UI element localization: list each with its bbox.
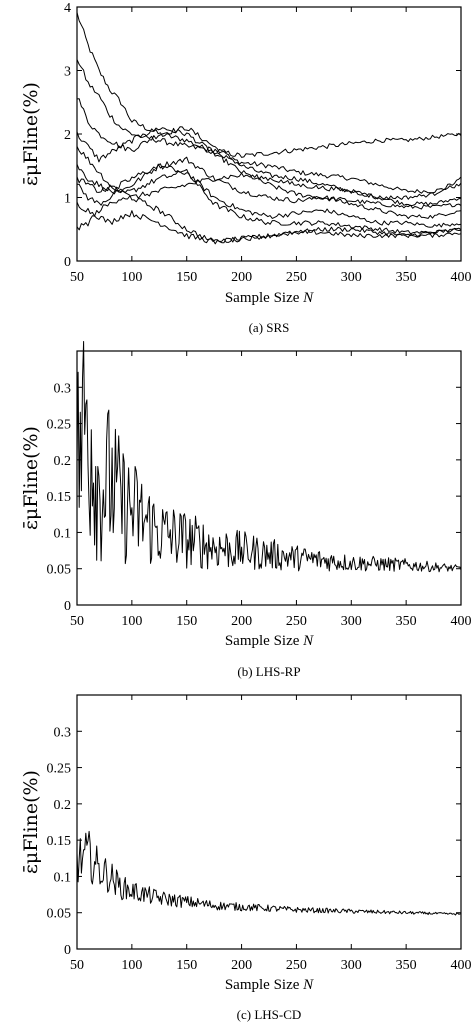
x-tick-label: 200 xyxy=(231,270,252,285)
x-tick-label: 400 xyxy=(451,958,472,973)
series-line-9 xyxy=(76,172,462,231)
x-axis-label-var: N xyxy=(302,633,314,649)
x-tick-label: 250 xyxy=(286,958,307,973)
x-tick-label: 100 xyxy=(121,614,142,629)
panel-caption: (b) LHS-RP xyxy=(237,664,300,679)
y-tick-label: 0.25 xyxy=(47,762,72,777)
x-axis-label-text: Sample Size xyxy=(225,633,303,649)
y-tick-label: 3 xyxy=(64,65,71,80)
x-axis-label-var: N xyxy=(302,290,314,306)
y-tick-label: 0 xyxy=(64,943,71,958)
y-tick-label: 0.2 xyxy=(54,454,72,469)
series-line-4 xyxy=(76,127,462,210)
series-group xyxy=(76,341,462,573)
y-tick-label: 0.15 xyxy=(47,490,72,505)
y-tick-label: 4 xyxy=(64,1,71,16)
panel-caption: (c) LHS-CD xyxy=(237,1007,302,1022)
y-tick-label: 0.05 xyxy=(47,563,72,578)
series-line-1 xyxy=(76,830,462,916)
y-axis-label: ε̄μFline(%) xyxy=(20,82,42,186)
x-tick-label: 250 xyxy=(286,270,307,285)
y-tick-label: 0.15 xyxy=(47,834,72,849)
x-axis-label: Sample Size N xyxy=(225,977,314,993)
series-group xyxy=(76,12,462,245)
series-line-1 xyxy=(76,341,462,573)
x-tick-label: 350 xyxy=(396,614,417,629)
series-line-10 xyxy=(76,176,462,245)
x-axis-label-var: N xyxy=(302,977,314,993)
y-axis-label: ε̄μFline(%) xyxy=(20,770,42,874)
y-tick-label: 0.3 xyxy=(54,725,72,740)
x-tick-label: 400 xyxy=(451,270,472,285)
y-tick-label: 2 xyxy=(64,128,71,143)
x-tick-label: 250 xyxy=(286,614,307,629)
x-tick-label: 300 xyxy=(341,270,362,285)
x-axis-label-text: Sample Size xyxy=(225,977,303,993)
x-tick-label: 100 xyxy=(121,270,142,285)
x-tick-label: 300 xyxy=(341,958,362,973)
x-tick-label: 50 xyxy=(70,958,84,973)
series-line-1 xyxy=(76,12,462,194)
y-tick-label: 0.05 xyxy=(47,907,72,922)
y-tick-label: 0.2 xyxy=(54,798,72,813)
series-line-3 xyxy=(76,98,462,207)
y-tick-label: 0 xyxy=(64,255,71,270)
y-tick-label: 0 xyxy=(64,599,71,614)
chart-panel-1: 50 100 150 200 250 300 350 400 0 1 2 3 4 Sample Size … xyxy=(20,1,472,335)
series-line-6 xyxy=(76,164,462,228)
plot-frame xyxy=(76,694,462,950)
plot-frame xyxy=(76,350,462,606)
x-tick-label: 150 xyxy=(176,614,197,629)
panel-caption: (a) SRS xyxy=(249,320,290,335)
y-tick-label: 0.25 xyxy=(47,418,72,433)
x-tick-label: 100 xyxy=(121,958,142,973)
series-line-5 xyxy=(76,146,462,219)
y-tick-label: 1 xyxy=(64,192,71,207)
x-tick-label: 400 xyxy=(451,614,472,629)
x-tick-label: 350 xyxy=(396,270,417,285)
x-tick-label: 150 xyxy=(176,270,197,285)
chart-panel-2: 50 100 150 200 250 300 350 400 0 0.05 0.1 0.15 0.2 0.… xyxy=(20,341,472,679)
x-tick-label: 350 xyxy=(396,958,417,973)
x-tick-label: 150 xyxy=(176,958,197,973)
y-tick-label: 0.1 xyxy=(54,870,72,885)
x-axis-label-text: Sample Size xyxy=(225,290,303,306)
x-tick-label: 200 xyxy=(231,614,252,629)
y-axis-label: ε̄μFline(%) xyxy=(20,426,42,530)
x-axis-label: Sample Size N xyxy=(225,290,314,306)
x-tick-label: 300 xyxy=(341,614,362,629)
chart-panel-3: 50 100 150 200 250 300 350 400 0 0.05 0.1 0.15 0.2 0.… xyxy=(20,694,472,1022)
series-line-7 xyxy=(76,163,462,235)
x-tick-label: 200 xyxy=(231,958,252,973)
y-tick-label: 0.1 xyxy=(54,526,72,541)
x-tick-label: 50 xyxy=(70,270,84,285)
series-line-2 xyxy=(76,59,462,158)
x-tick-label: 50 xyxy=(70,614,84,629)
x-axis-label: Sample Size N xyxy=(225,633,314,649)
y-tick-label: 0.3 xyxy=(54,381,72,396)
series-group xyxy=(76,830,462,916)
